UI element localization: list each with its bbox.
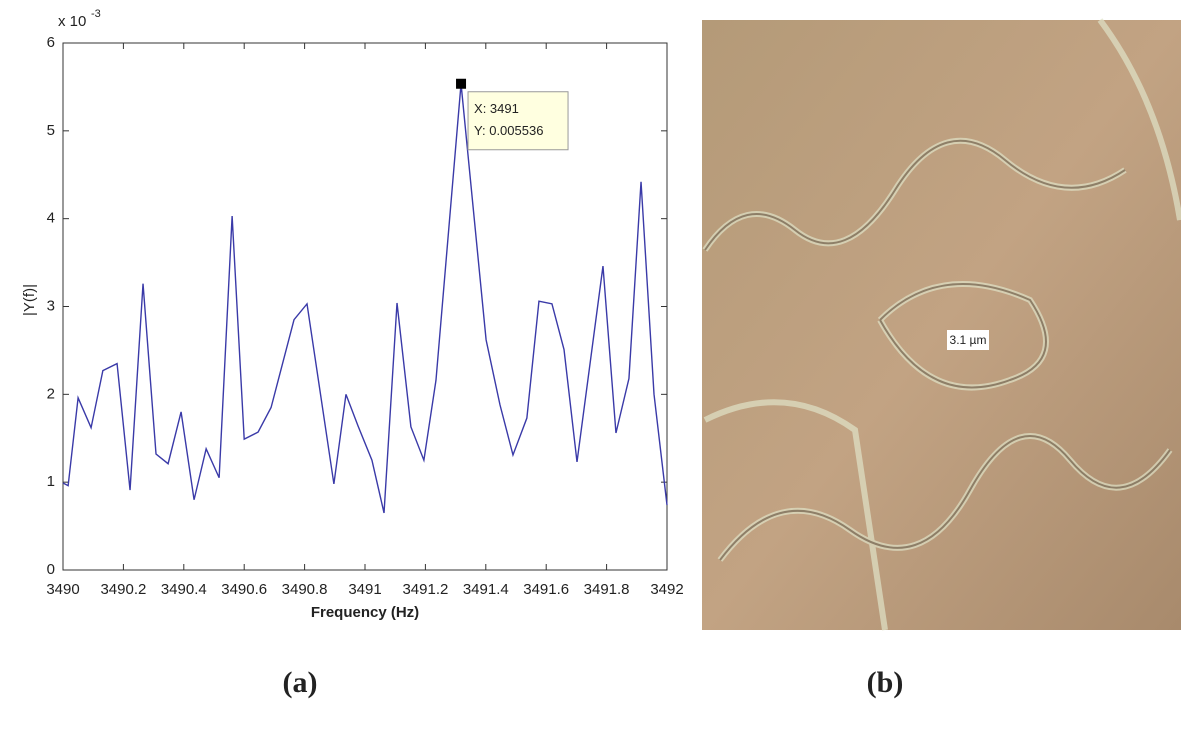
y-multiplier-exponent: -3 (91, 8, 101, 20)
scale-label: 3.1 µm (950, 333, 987, 347)
x-tick-label: 3491 (348, 581, 381, 598)
x-axis-label: Frequency (Hz) (311, 604, 419, 621)
x-tick-label: 3492 (650, 581, 683, 598)
x-tick-label: 3491.2 (402, 581, 448, 598)
datatip-marker (456, 78, 467, 89)
y-tick-label: 2 (47, 385, 55, 402)
y-multiplier: x 10 (58, 13, 86, 30)
scale-label-box (947, 330, 989, 350)
x-tick-label: 3491.4 (463, 581, 509, 598)
x-tick-label: 3490 (46, 581, 79, 598)
y-tick-label: 0 (47, 561, 55, 578)
x-tick-label: 3491.6 (523, 581, 569, 598)
x-tick-label: 3491.8 (584, 581, 630, 598)
micrograph-texture (704, 139, 1171, 561)
x-tick-label: 3490.6 (221, 581, 267, 598)
y-tick-label: 1 (47, 473, 55, 490)
y-axis-label: |Y(f)| (21, 284, 38, 316)
caption: (b) (867, 666, 904, 699)
y-tick-label: 4 (47, 210, 55, 227)
plot-frame (62, 42, 668, 571)
micrograph: 3.1 µm (702, 18, 1181, 631)
y-tick-label: 6 (47, 34, 55, 51)
caption: (a) (283, 666, 318, 699)
data-line (62, 83, 668, 514)
y-tick-label: 5 (47, 122, 55, 139)
x-tick-label: 3490.4 (161, 581, 207, 598)
datatip-box (467, 91, 569, 151)
datatip-text: Y: 0.005536 (474, 123, 543, 138)
x-tick-label: 3490.2 (100, 581, 146, 598)
datatip-text: X: 3491 (474, 101, 519, 116)
micrograph-image (702, 20, 1181, 630)
y-tick-label: 3 (47, 297, 55, 314)
x-tick-label: 3490.8 (282, 581, 328, 598)
